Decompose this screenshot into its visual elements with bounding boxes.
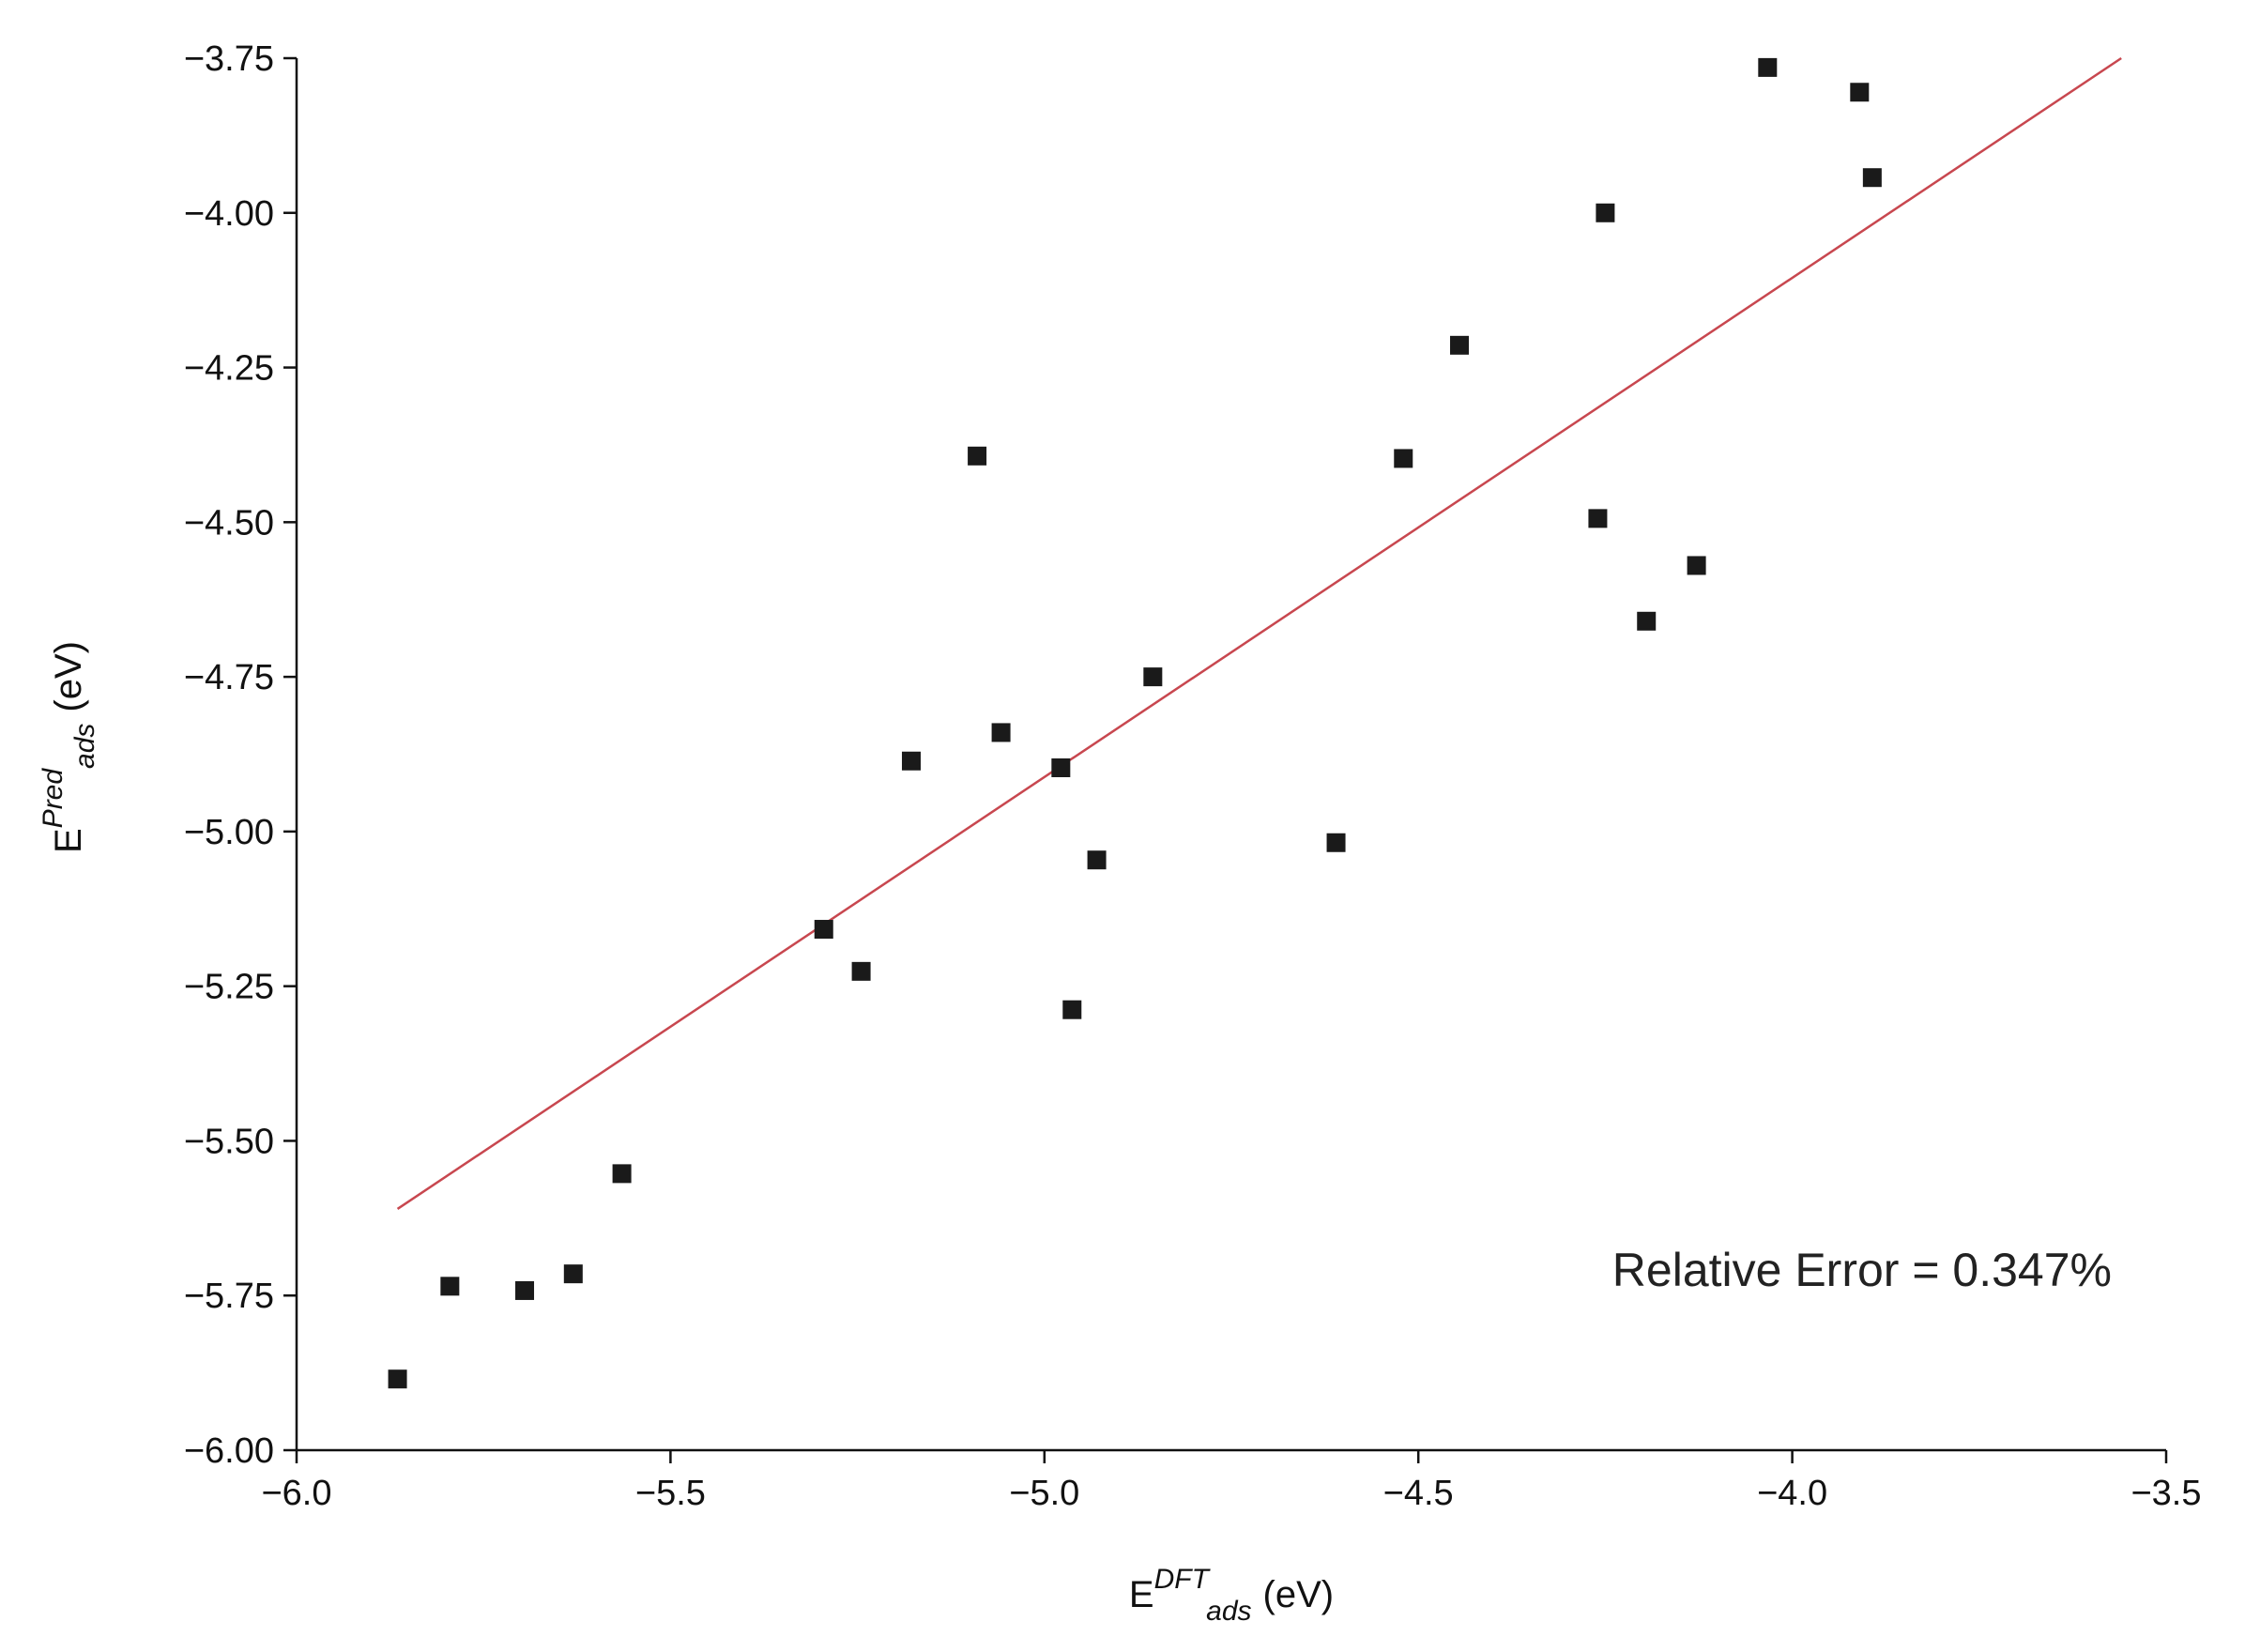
points-layer <box>388 57 1882 1389</box>
x-tick-label: −4.5 <box>1383 1474 1454 1513</box>
y-label-sub: ads <box>69 724 100 769</box>
y-tick-label: −6.00 <box>184 1431 274 1471</box>
data-point <box>1850 83 1870 102</box>
x-tick-label: −5.0 <box>1009 1474 1079 1513</box>
x-tick-label: −3.5 <box>2130 1474 2201 1513</box>
data-point <box>563 1264 583 1284</box>
data-point <box>388 1369 407 1389</box>
data-point <box>991 723 1011 742</box>
data-point <box>440 1277 460 1296</box>
data-point <box>1051 758 1071 778</box>
data-point <box>851 961 871 981</box>
y-tick-label: −3.75 <box>184 39 274 79</box>
data-point <box>814 920 833 940</box>
y-tick-label: −4.25 <box>184 349 274 389</box>
y-label-sup: Pred <box>38 768 69 829</box>
data-point <box>1450 335 1470 355</box>
x-tick-label: −5.5 <box>635 1474 706 1513</box>
data-point <box>612 1164 632 1184</box>
x-label-sup: DFT <box>1154 1564 1212 1595</box>
fit-line-layer <box>396 56 2122 1210</box>
x-tick-label: −6.0 <box>261 1474 331 1513</box>
data-point <box>1862 168 1882 188</box>
fit-line <box>396 56 2122 1210</box>
x-axis: −6.0 −5.5 −5.0 −4.5 −4.0 −3.5 <box>261 1448 2202 1513</box>
y-tick-label: −5.25 <box>184 968 274 1007</box>
x-tick-label: −4.0 <box>1757 1474 1827 1513</box>
y-tick-label: −5.50 <box>184 1122 274 1161</box>
data-point <box>1588 509 1608 528</box>
x-axis-label: EDFTads (eV) <box>1129 1564 1334 1627</box>
data-point <box>515 1280 535 1300</box>
data-point <box>1326 833 1346 852</box>
data-point <box>1062 1000 1082 1019</box>
y-tick-label: −4.00 <box>184 194 274 234</box>
y-tick-label: −4.75 <box>184 658 274 697</box>
y-tick-label: −4.50 <box>184 503 274 543</box>
x-label-unit: (eV) <box>1263 1574 1335 1615</box>
data-point <box>1596 203 1615 222</box>
data-point <box>1087 850 1107 870</box>
relative-error-annotation: Relative Error = 0.347% <box>1612 1244 2112 1296</box>
data-point <box>1687 556 1706 575</box>
y-label-base: E <box>48 828 89 853</box>
data-point <box>968 446 987 466</box>
data-point <box>1143 667 1163 687</box>
data-point <box>1637 611 1657 631</box>
x-label-base: E <box>1129 1574 1154 1615</box>
data-point <box>1394 449 1413 468</box>
y-tick-label: −5.75 <box>184 1277 274 1316</box>
data-point <box>901 751 921 771</box>
data-point <box>1758 57 1778 77</box>
y-axis-label: EPredads (eV) <box>38 641 100 853</box>
x-label-sub: ads <box>1206 1596 1251 1627</box>
y-label-unit: (eV) <box>48 641 89 712</box>
y-axis: −3.75 −4.00 −4.25 −4.50 −4.75 −5.00 −5.25 −5.50… <box>184 39 298 1471</box>
y-tick-label: −5.00 <box>184 813 274 852</box>
